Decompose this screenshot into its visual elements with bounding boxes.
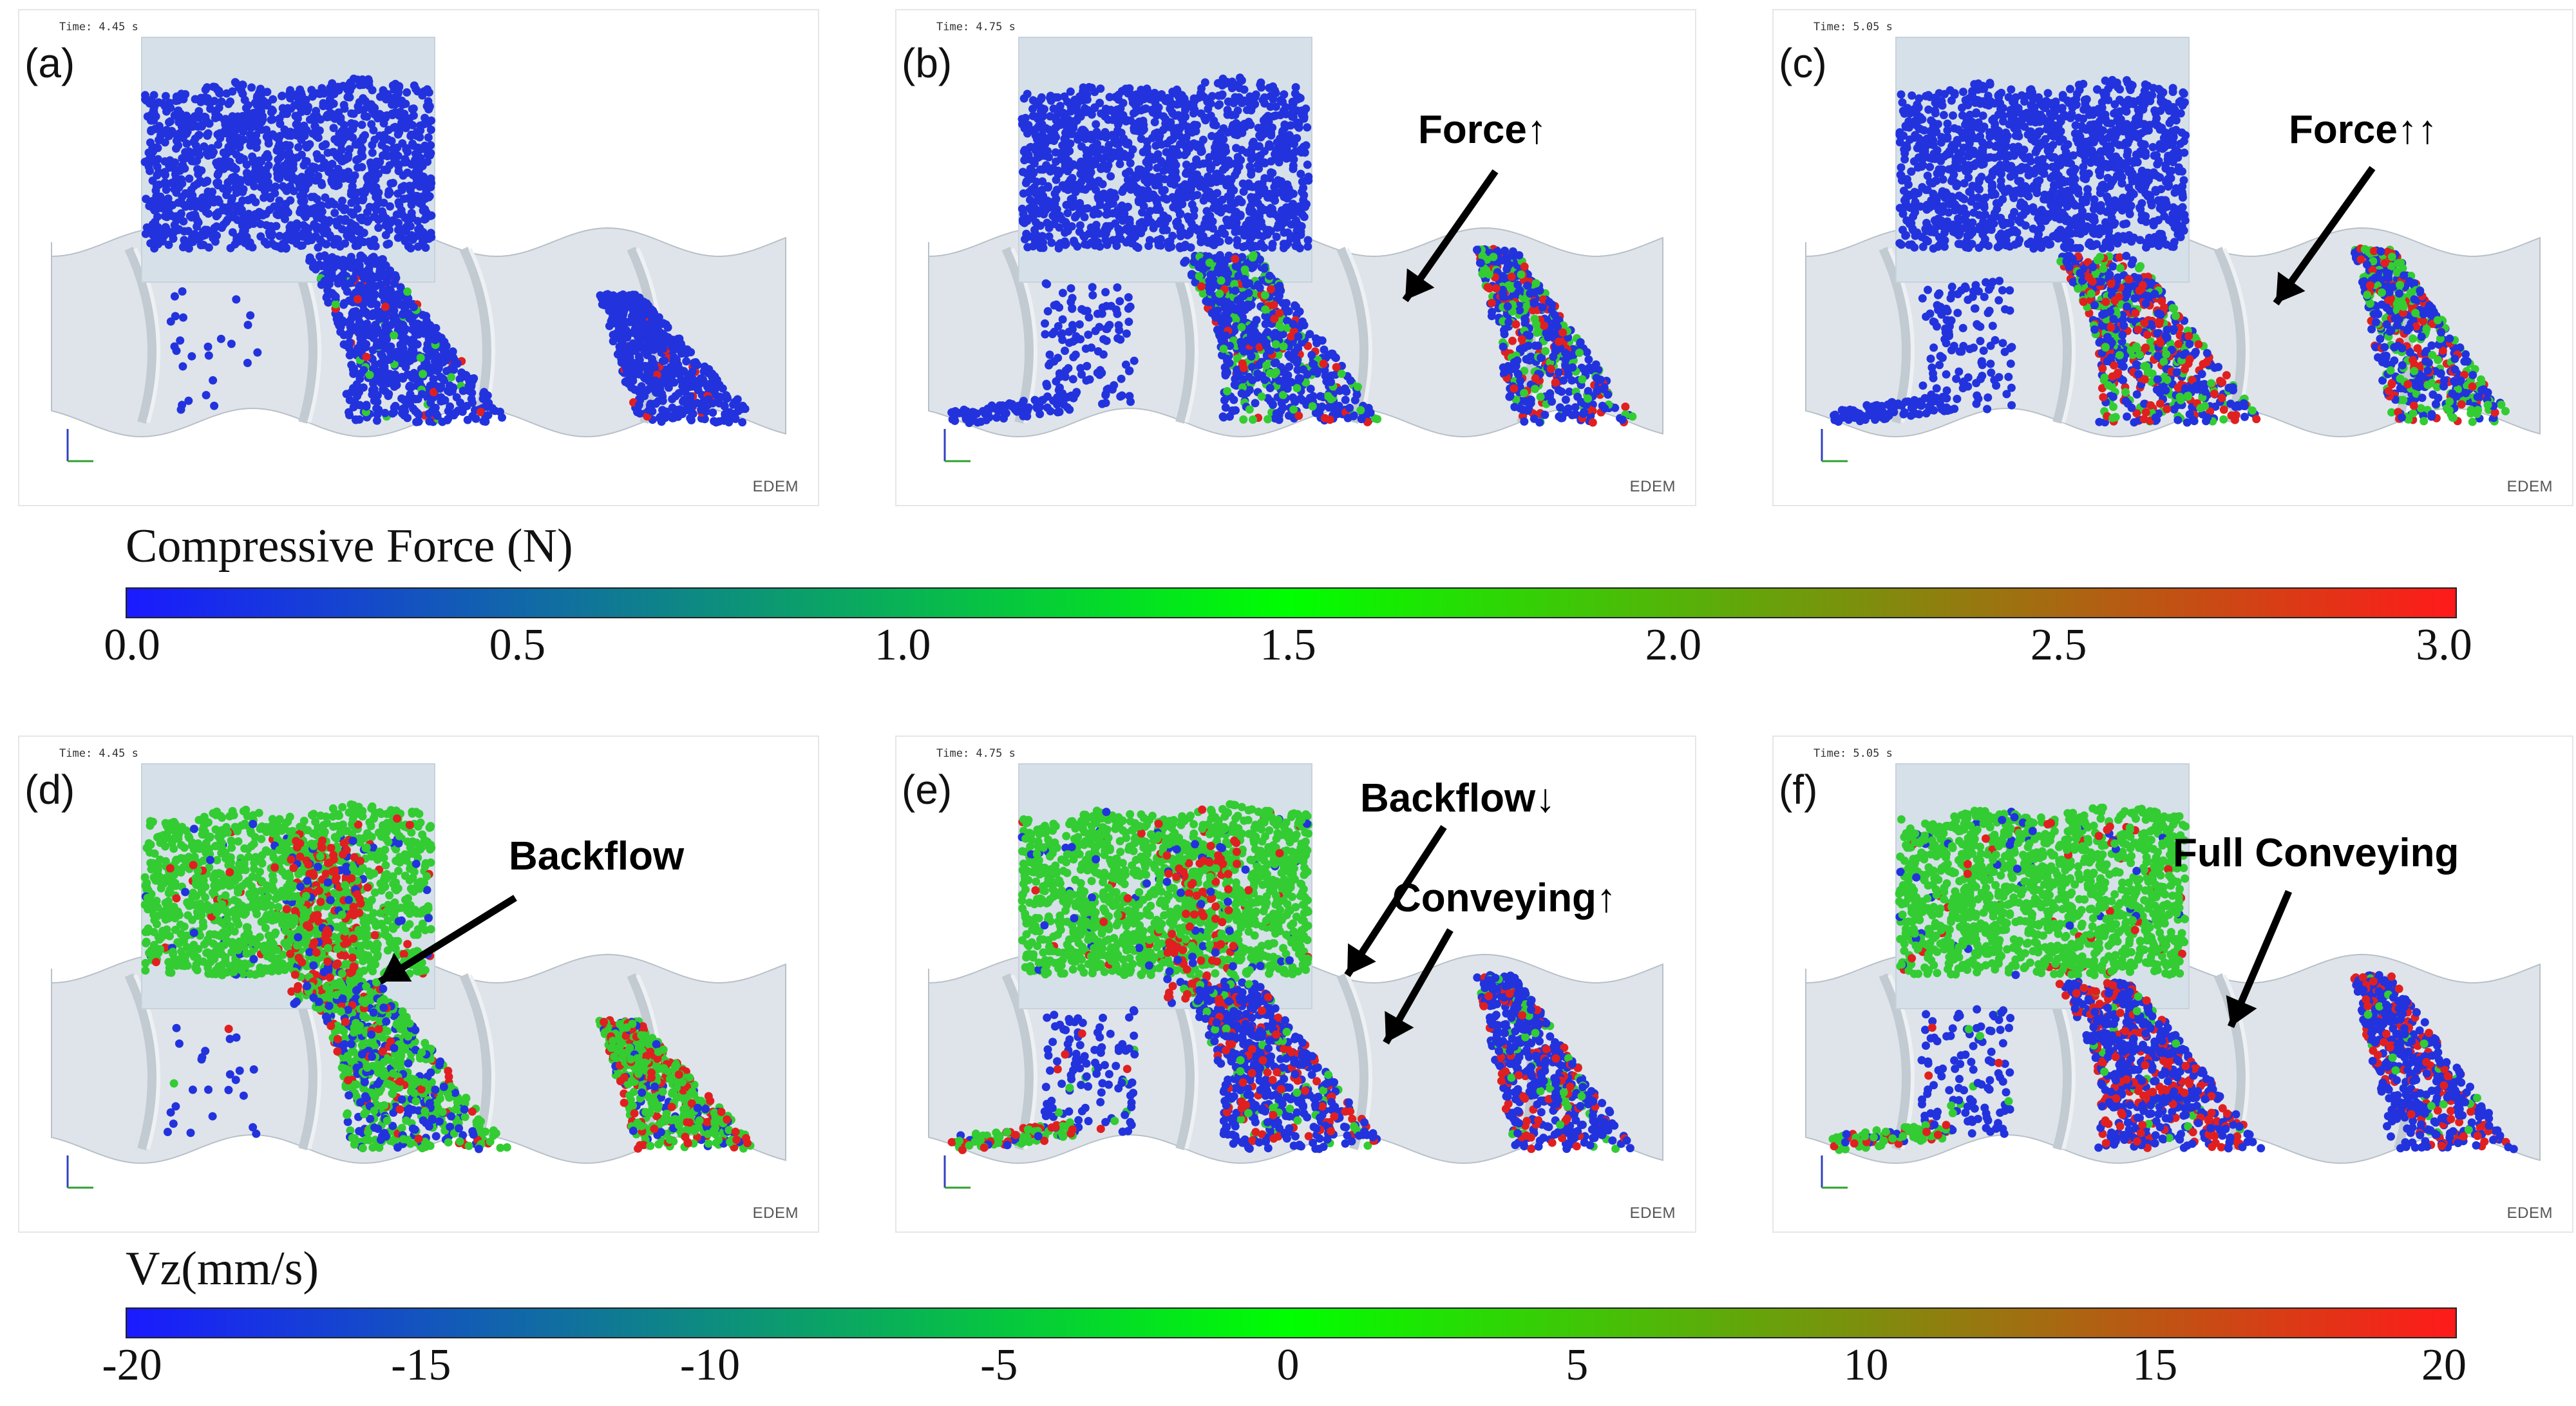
axis-triad <box>943 1155 971 1189</box>
axis-triad <box>1821 1155 1848 1189</box>
pocket-1-particles <box>1180 251 1382 426</box>
pocket-2-particles <box>595 1016 755 1153</box>
heap-particles <box>1828 1119 1951 1154</box>
annotation-arrow <box>378 895 517 985</box>
annotation-arrow <box>2226 889 2293 1029</box>
heap-particles <box>1830 392 1955 426</box>
hopper-particles <box>1895 75 2190 253</box>
simulation-scene <box>928 37 1663 462</box>
panel-label: (e) <box>902 766 952 813</box>
simulation-scene <box>928 763 1663 1189</box>
time-readout: Time: 4.45 s <box>59 21 138 33</box>
edem-logo: EDEM <box>752 478 799 495</box>
axis-triad <box>1821 429 1848 462</box>
annotation-force-up-up: Force↑↑ <box>2289 108 2438 152</box>
panel-label: (c) <box>1779 40 1827 86</box>
pocket-1-particles <box>2056 251 2261 427</box>
panel-c: Time: 5.05 s (c) EDEM Force↑↑ <box>1772 9 2573 506</box>
pocket-1-particles <box>1176 977 1381 1154</box>
annotation-conveying-up: Conveying↑ <box>1392 876 1616 920</box>
colorbar-force-title: Compressive Force (N) <box>126 520 573 573</box>
annotation-backflow: Backflow <box>509 834 685 879</box>
stray-particles <box>1918 276 2016 413</box>
panel-e: Time: 4.75 s (e) EDEM Backflow↓ Conveyin… <box>895 736 1696 1233</box>
pocket-2-particles <box>1473 971 1634 1154</box>
colorbar-tick-label: -10 <box>679 1340 741 1390</box>
edem-logo: EDEM <box>1629 1204 1676 1222</box>
colorbar-vz-gradient <box>126 1307 2457 1338</box>
time-readout: Time: 5.05 s <box>1814 21 1893 33</box>
simulation-scene <box>1805 37 2541 462</box>
pocket-1-particles <box>302 977 511 1154</box>
edem-logo: EDEM <box>2506 1204 2553 1222</box>
colorbar-tick-label: 1.5 <box>1260 620 1316 670</box>
time-readout: Time: 4.45 s <box>59 747 138 760</box>
hopper-particles <box>1018 73 1313 252</box>
colorbar-force-gradient <box>126 587 2457 618</box>
annotation-arrow <box>2273 166 2376 306</box>
colorbar-tick-label: 2.5 <box>2030 620 2087 670</box>
pocket-2-particles <box>596 290 750 427</box>
simulation-scene <box>51 37 786 462</box>
panel-label: (d) <box>24 766 75 813</box>
colorbar-tick-label: 20 <box>2421 1340 2467 1390</box>
annotation-arrow <box>1383 928 1454 1045</box>
panel-label: (a) <box>24 40 75 86</box>
edem-logo: EDEM <box>2506 478 2553 495</box>
hopper-particles <box>1895 803 2190 980</box>
annotation-backflow-down: Backflow↓ <box>1360 776 1556 821</box>
colorbar-tick-label: -15 <box>391 1340 451 1390</box>
colorbar-tick-label: 10 <box>1843 1340 1889 1390</box>
time-readout: Time: 4.75 s <box>936 21 1016 33</box>
time-readout: Time: 5.05 s <box>1814 747 1893 760</box>
heap-particles <box>947 1118 1077 1154</box>
pocket-1-particles <box>2055 978 2266 1153</box>
annotation-force-up: Force↑ <box>1418 108 1547 152</box>
axis-triad <box>66 429 93 462</box>
stray-particles <box>163 1023 261 1138</box>
colorbar-tick-label: 1.0 <box>874 620 931 670</box>
hopper-particles <box>140 74 436 253</box>
colorbar-tick-label: 0 <box>1276 1340 1300 1390</box>
pocket-2-particles <box>1473 245 1637 427</box>
panel-label: (f) <box>1779 766 1818 813</box>
colorbar-tick-label: 15 <box>2132 1340 2178 1390</box>
annotation-arrow <box>1402 169 1499 303</box>
stray-particles <box>1917 1005 2015 1138</box>
stray-particles <box>166 287 262 414</box>
panel-a: Time: 4.45 s (a) EDEM <box>18 9 819 506</box>
axis-triad <box>66 1155 93 1189</box>
stray-particles <box>1040 1006 1139 1140</box>
pocket-1-particles <box>305 251 506 426</box>
time-readout: Time: 4.75 s <box>936 747 1016 760</box>
panel-d: Time: 4.45 s (d) EDEM Backflow <box>18 736 819 1233</box>
colorbar-tick-label: -20 <box>102 1340 162 1390</box>
annotation-full-conveying: Full Conveying <box>2173 831 2459 875</box>
edem-logo: EDEM <box>752 1204 799 1222</box>
colorbar-tick-label: 0.5 <box>489 620 546 670</box>
annotation-arrow <box>1344 824 1447 978</box>
simulation-scene <box>1805 763 2541 1189</box>
simulation-scene <box>51 763 786 1189</box>
pocket-2-particles <box>2350 971 2518 1154</box>
colorbar-tick-label: 3.0 <box>2416 620 2472 670</box>
panel-b: Time: 4.75 s (b) EDEM Force↑ <box>895 9 1696 506</box>
colorbar-tick-label: 5 <box>1566 1340 1589 1390</box>
colorbar-tick-label: -5 <box>980 1340 1018 1390</box>
colorbar-tick-label: 2.0 <box>1645 620 1702 670</box>
panel-label: (b) <box>902 40 952 86</box>
pocket-2-particles <box>2351 244 2510 426</box>
edem-logo: EDEM <box>1629 478 1676 495</box>
colorbar-vz-title: Vz(mm/s) <box>126 1242 319 1295</box>
colorbar-tick-label: 0.0 <box>104 620 160 670</box>
axis-triad <box>943 429 971 462</box>
heap-particles <box>947 391 1078 428</box>
panel-f: Time: 5.05 s (f) EDEM Full Conveying <box>1772 736 2573 1233</box>
